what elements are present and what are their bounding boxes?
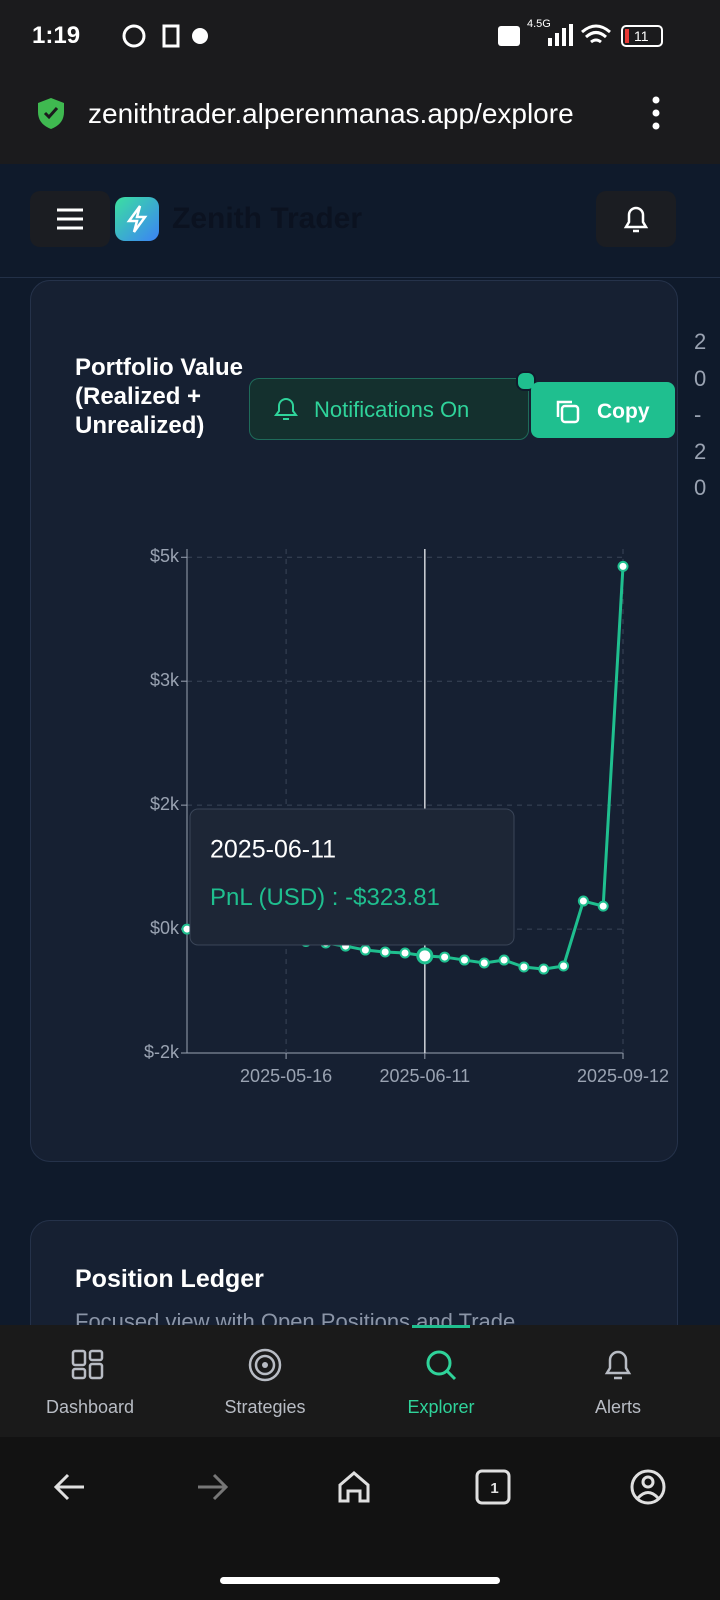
tooltip-box xyxy=(189,808,515,946)
point xyxy=(577,895,589,907)
point xyxy=(399,947,411,959)
y-tick-label: $3k xyxy=(150,670,180,690)
nav-label[interactable]: Alerts xyxy=(594,1397,641,1417)
side-peek: 2 0 - 2 0 xyxy=(694,324,706,507)
point xyxy=(478,957,490,969)
copy-label: Copy xyxy=(597,400,650,423)
logo xyxy=(115,197,159,241)
notification-button[interactable] xyxy=(596,191,676,247)
app-header: Zenith Trader xyxy=(0,164,720,278)
ledger-title: Position Ledger xyxy=(75,1265,264,1293)
point xyxy=(558,960,570,972)
point xyxy=(379,946,391,958)
peek-char: 2 xyxy=(694,438,707,464)
point xyxy=(597,900,609,912)
clock: 1:19 xyxy=(32,22,81,49)
x-tick-label: 2025-05-16 xyxy=(240,1066,332,1086)
bottom-nav: Dashboard Strategies Explorer Alerts xyxy=(0,1325,720,1437)
x-tick-label: 2025-09-12 xyxy=(577,1066,669,1086)
signal-icons xyxy=(498,24,663,47)
url[interactable]: zenithtrader.alperenmanas.app/explore xyxy=(88,98,574,129)
point xyxy=(617,560,629,572)
point xyxy=(439,951,451,963)
network-type: 4.5G xyxy=(527,18,551,30)
point xyxy=(538,963,550,975)
peek-char: - xyxy=(694,402,702,427)
menu-dots[interactable] xyxy=(648,96,664,130)
active-point xyxy=(416,947,434,965)
status-icons xyxy=(122,24,208,48)
tooltip-part: -$323.81 xyxy=(345,884,440,911)
peek-char: 0 xyxy=(694,365,707,391)
tooltip-value: PnL (USD) : -$323.81 xyxy=(210,884,440,911)
point xyxy=(359,944,371,956)
peek-char: 2 xyxy=(694,329,707,354)
x-tick-label: 2025-06-11 xyxy=(379,1066,470,1086)
secure-icon xyxy=(38,98,64,129)
battery-level: 11 xyxy=(634,28,649,44)
point xyxy=(458,954,470,966)
notifications-label: Notifications On xyxy=(314,397,470,422)
tooltip: 2025-06-11 PnL (USD) : -$323.81 xyxy=(189,808,515,946)
nav-label[interactable]: Explorer xyxy=(407,1397,475,1417)
menu-button[interactable] xyxy=(30,191,110,247)
peek-char: 0 xyxy=(694,475,707,500)
y-tick-label: $2k xyxy=(150,794,180,814)
nav-label[interactable]: Strategies xyxy=(224,1397,306,1417)
tooltip-part: PnL (USD) xyxy=(210,884,325,911)
browser-toolbar: 1 xyxy=(0,1437,720,1600)
chart-card: Portfolio Value (Realized + Unrealized) … xyxy=(30,280,678,1162)
y-tick-label: $5k xyxy=(150,546,180,566)
card-title: Portfolio Value (Realized + Unrealized) xyxy=(75,354,244,439)
app-title: Zenith Trader xyxy=(172,202,363,235)
tooltip-date: 2025-06-11 xyxy=(210,836,336,864)
point xyxy=(498,954,510,966)
tab-count[interactable]: 1 xyxy=(490,1480,499,1497)
point xyxy=(518,961,530,973)
notifications-button[interactable]: Notifications On xyxy=(249,371,536,440)
url-bar: zenithtrader.alperenmanas.app/explore xyxy=(0,72,720,164)
copy-button[interactable]: Copy xyxy=(531,382,675,438)
y-tick-label: $0k xyxy=(150,918,180,938)
tooltip-part: : xyxy=(325,884,345,911)
y-tick-label: $-2k xyxy=(144,1042,180,1062)
nav-label[interactable]: Dashboard xyxy=(45,1397,135,1417)
status-bar: 1:19 4.5G 11 xyxy=(0,0,720,72)
